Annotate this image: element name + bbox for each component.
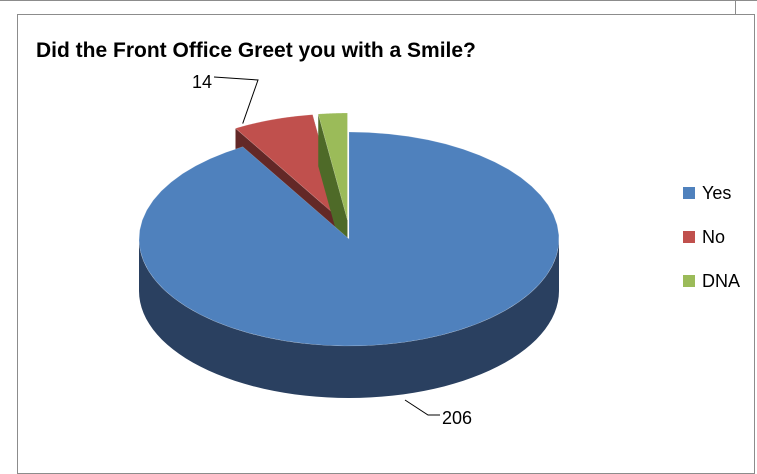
legend: Yes No DNA — [683, 180, 740, 312]
sheet-edge-right — [735, 0, 736, 14]
legend-swatch-yes — [683, 187, 695, 199]
legend-swatch-dna — [683, 275, 695, 287]
pie-slices — [138, 112, 560, 398]
sheet-edge-top — [0, 0, 757, 1]
data-label-yes: 206 — [442, 408, 472, 428]
legend-swatch-no — [683, 231, 695, 243]
legend-label-dna: DNA — [702, 270, 741, 291]
leader-line-yes — [404, 399, 440, 416]
slice-no — [234, 114, 343, 222]
legend-item-no: No — [683, 224, 740, 250]
slice-yes — [138, 131, 560, 347]
chart-title: Did the Front Office Greet you with a Sm… — [36, 39, 476, 62]
legend-item-dna: DNA — [683, 268, 740, 294]
leader-lines — [213, 76, 440, 416]
data-label-no: 14 — [192, 72, 212, 92]
legend-label-yes: Yes — [702, 182, 732, 203]
leader-line-no — [213, 76, 259, 124]
legend-item-yes: Yes — [683, 180, 740, 206]
legend-label-no: No — [702, 226, 726, 247]
slice-side-yes-0 — [139, 239, 559, 398]
slice-dna — [317, 112, 348, 221]
